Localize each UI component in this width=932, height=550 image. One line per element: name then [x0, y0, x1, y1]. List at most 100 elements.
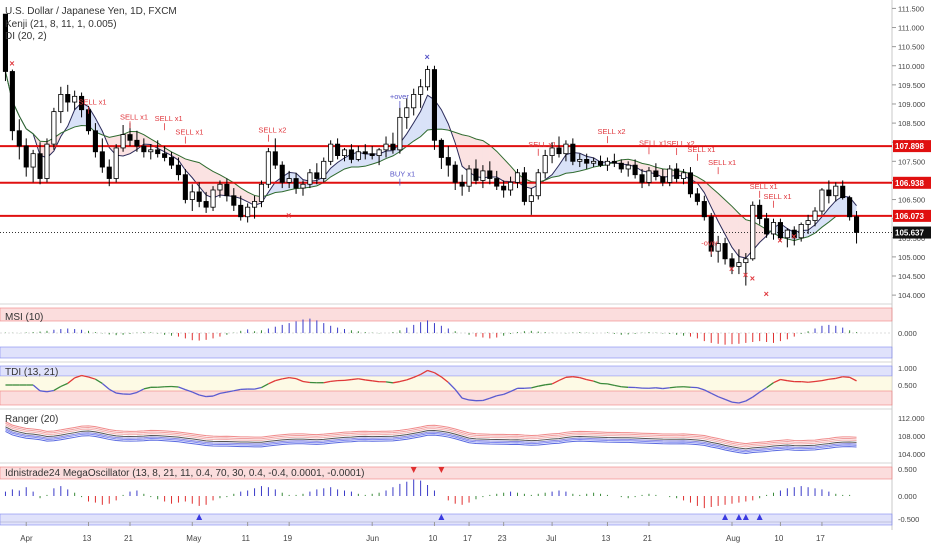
- x-tick-label: 21: [124, 534, 133, 543]
- candle-body: [853, 216, 860, 233]
- candle-body: [473, 168, 479, 181]
- tdi-line-segment: [116, 392, 124, 395]
- candle-body: [162, 153, 168, 158]
- price-tick-label: 111.500: [898, 4, 924, 13]
- candle-body: [113, 147, 119, 179]
- ranger-band-line: [5, 429, 857, 453]
- tdi-line-segment: [275, 378, 283, 382]
- candle-body: [445, 157, 451, 166]
- tdi-line-segment: [254, 386, 262, 390]
- kenji-cloud-segment: [489, 145, 497, 177]
- signal-label: -over: [701, 238, 719, 247]
- signal-label: +over: [390, 92, 409, 101]
- ranger-band-line: [5, 430, 857, 454]
- candle-body: [120, 134, 126, 149]
- tdi-line-segment: [392, 380, 400, 384]
- kenji-cloud-segment: [635, 160, 643, 171]
- mega-upper-band: [0, 466, 893, 480]
- kenji-cloud-segment: [725, 199, 732, 248]
- tdi-line-segment: [565, 376, 573, 378]
- kenji-cloud-segment: [365, 154, 373, 167]
- candle-body: [341, 149, 348, 156]
- tdi-line-segment: [731, 401, 739, 404]
- tdi-line-segment: [330, 379, 338, 383]
- cross-marker: ×: [425, 52, 430, 62]
- candle-body: [681, 172, 687, 179]
- tdi-line-segment: [717, 396, 726, 400]
- candle-body: [369, 153, 375, 156]
- price-tick-label: 105.000: [898, 253, 925, 262]
- mega-signal-triangle: [438, 467, 445, 473]
- kenji-fast-line: [4, 71, 857, 259]
- candle-body: [252, 201, 258, 208]
- tdi-line-segment: [358, 378, 366, 381]
- signal-label: SELL x1: [687, 145, 715, 154]
- candle-body: [701, 201, 707, 218]
- x-tick-label: Apr: [20, 534, 33, 543]
- candle-body: [127, 134, 133, 141]
- kenji-cloud-segment: [171, 151, 179, 161]
- kenji-cloud-segment: [559, 154, 566, 177]
- candle-body: [764, 218, 770, 235]
- candle-body: [224, 183, 230, 197]
- candle-body: [487, 170, 493, 179]
- ranger-tick-label: 112.000: [898, 414, 925, 423]
- tdi-line-segment: [206, 395, 214, 398]
- signal-label: SELL x1: [528, 140, 556, 149]
- kenji-cloud-segment: [178, 155, 186, 171]
- tdi-line-segment: [787, 380, 795, 383]
- tdi-line-segment: [32, 384, 41, 392]
- candle-body: [265, 151, 271, 185]
- candle-body: [321, 160, 327, 179]
- kenji-cloud-segment: [738, 213, 746, 259]
- signal-label: SELL x1: [750, 182, 778, 191]
- candle-body: [79, 95, 85, 111]
- tdi-line-segment: [226, 390, 234, 393]
- candle-body: [729, 258, 735, 267]
- tdi-line-segment: [814, 379, 823, 383]
- tdi-line-segment: [738, 400, 747, 404]
- kenji-cloud-segment: [475, 138, 483, 178]
- tdi-line-segment: [440, 376, 449, 383]
- kenji-cloud-segment: [372, 154, 380, 165]
- tdi-line-segment: [413, 373, 421, 378]
- tdi-line-segment: [579, 376, 587, 381]
- candle-body: [777, 222, 783, 239]
- tdi-line-segment: [780, 378, 788, 382]
- tdi-line-segment: [669, 386, 677, 389]
- tdi-line-segment: [531, 385, 539, 389]
- level-price-tag: [893, 176, 931, 189]
- candle-body: [847, 197, 853, 218]
- candle-body: [604, 160, 610, 166]
- signal-label: SELL x1: [175, 128, 203, 137]
- tdi-line-segment: [233, 388, 241, 392]
- kenji-cloud-segment: [655, 167, 663, 178]
- tdi-line-segment: [759, 387, 767, 393]
- msi-lower-band: [0, 346, 893, 359]
- price-tick-label: 104.500: [898, 272, 925, 281]
- cross-marker: ×: [764, 289, 769, 299]
- candle-body: [44, 143, 50, 179]
- signal-label: SELL x1: [764, 192, 792, 201]
- tdi-line-segment: [95, 378, 103, 384]
- tdi-line-segment: [745, 396, 754, 402]
- level-price-label: 106.073: [895, 212, 924, 221]
- x-tick-label: Aug: [726, 534, 740, 543]
- candle-body: [30, 153, 36, 168]
- megaosc-label: Idnistrade24 MegaOscillator (13, 8, 21, …: [5, 468, 365, 479]
- kenji-cloud-segment: [192, 160, 200, 187]
- mega-tick-label: 0.500: [898, 465, 917, 474]
- cross-marker: ×: [777, 236, 782, 246]
- candle-body: [494, 178, 500, 187]
- candle-body: [293, 178, 299, 189]
- x-tick-label: 10: [774, 534, 783, 543]
- candle-body: [549, 147, 555, 156]
- ranger-band-line: [5, 426, 857, 450]
- cross-marker: ×: [750, 274, 755, 284]
- price-tick-label: 104.000: [898, 291, 925, 300]
- candle-body: [238, 204, 244, 218]
- ranger-tick-label: 108.000: [898, 432, 925, 441]
- x-tick-label: 13: [601, 534, 610, 543]
- candle-body: [584, 159, 590, 164]
